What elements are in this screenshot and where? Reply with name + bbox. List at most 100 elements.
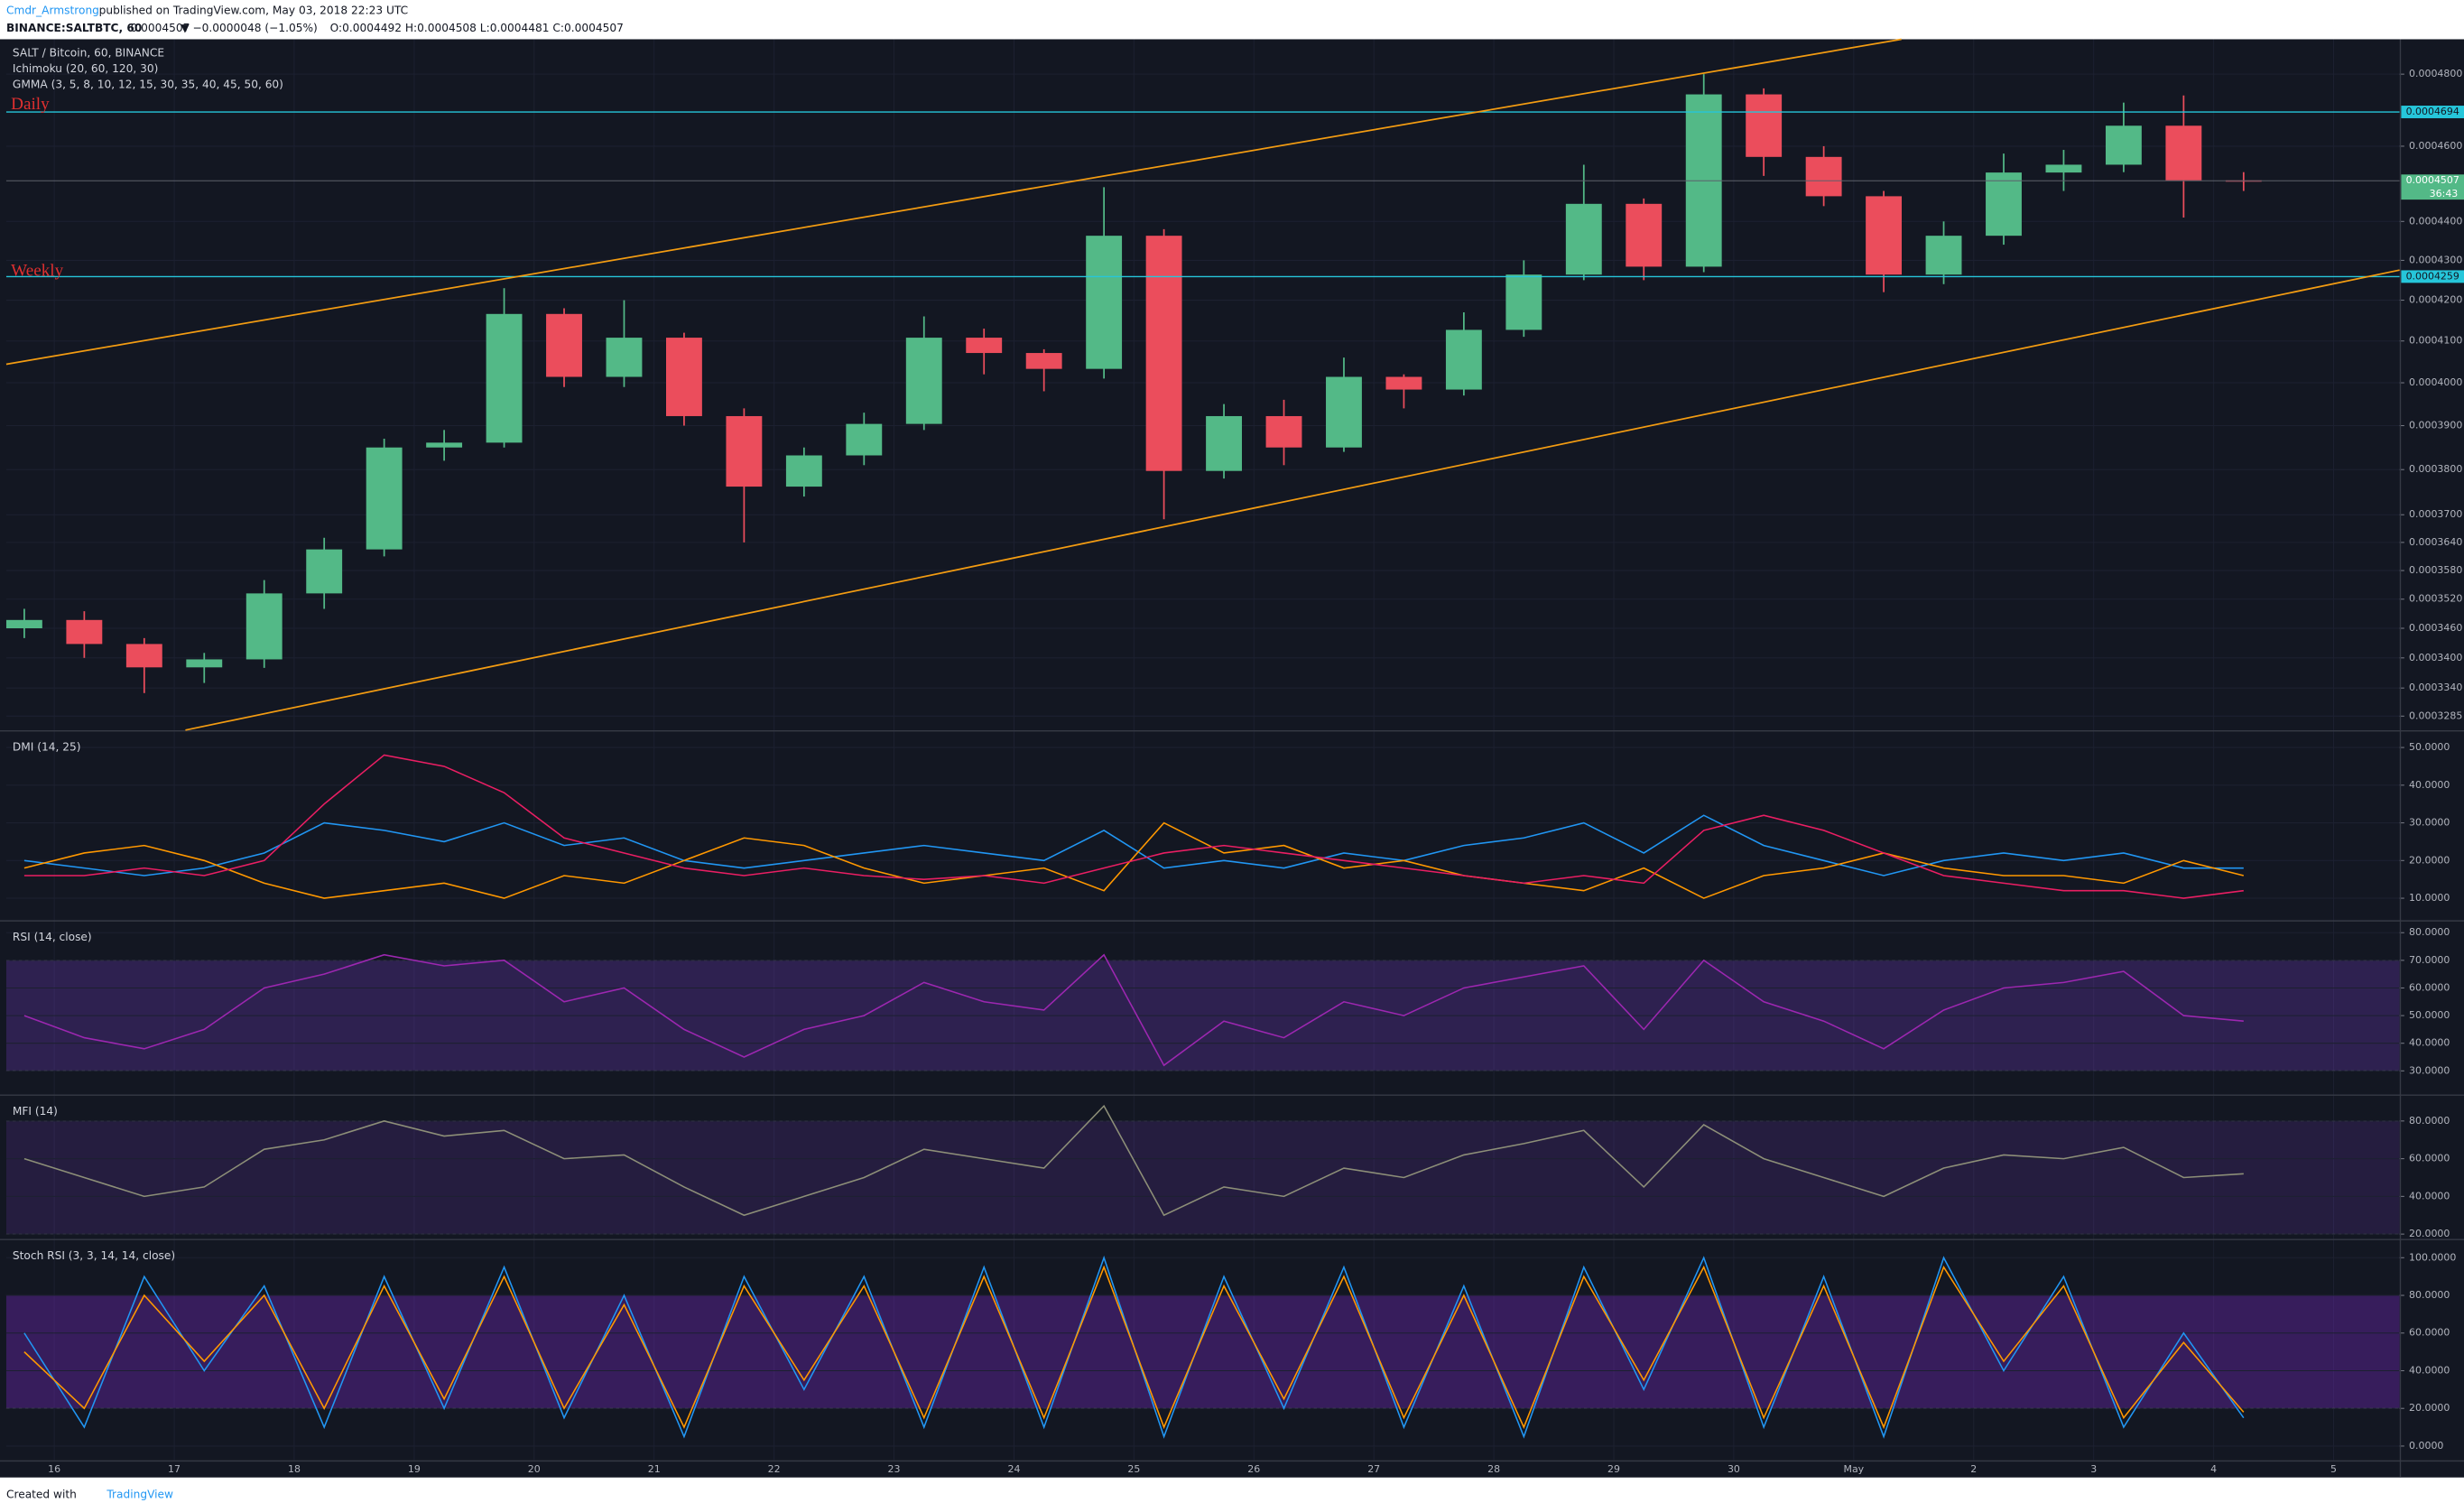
x-tick-label: 20 bbox=[528, 1463, 541, 1475]
y-tick-label: 0.0004100 bbox=[2409, 335, 2462, 347]
x-tick-label: 27 bbox=[1367, 1463, 1380, 1475]
candle-body bbox=[2105, 125, 2142, 165]
candle-body bbox=[1445, 329, 1482, 390]
channel-lower bbox=[185, 269, 2400, 731]
x-tick-label: 28 bbox=[1487, 1463, 1500, 1475]
y-tick-label: 40.0000 bbox=[2409, 1037, 2450, 1049]
candle-body bbox=[1925, 236, 1962, 275]
channel-upper bbox=[5, 38, 1902, 366]
candle-body bbox=[186, 659, 223, 668]
candle-body bbox=[1025, 353, 1062, 369]
candle-body bbox=[486, 313, 523, 443]
panel-title: MFI (14) bbox=[13, 1105, 58, 1118]
y-tick-label: 10.0000 bbox=[2409, 892, 2450, 904]
candle-body bbox=[966, 338, 1003, 354]
x-tick-label: 22 bbox=[768, 1463, 781, 1475]
candle-body bbox=[66, 619, 103, 645]
change: ▼ −0.0000048 (−1.05%) bbox=[181, 22, 318, 34]
x-tick-label: May bbox=[1844, 1463, 1865, 1475]
candle-body bbox=[2045, 164, 2082, 173]
panel-title: DMI (14, 25) bbox=[13, 740, 81, 753]
candle-body bbox=[1385, 376, 1422, 390]
candle-body bbox=[5, 619, 42, 628]
y-tick-label: 40.0000 bbox=[2409, 1190, 2450, 1201]
price: 0.0004507 bbox=[131, 22, 190, 34]
symbol: BINANCE:SALTBTC, 60 bbox=[6, 22, 142, 34]
candle-body bbox=[785, 455, 822, 487]
candle-body bbox=[2165, 125, 2202, 181]
candle-body bbox=[1086, 236, 1123, 369]
candle-body bbox=[1986, 172, 2022, 237]
y-tick-label: 0.0003520 bbox=[2409, 593, 2462, 605]
candle-body bbox=[1866, 196, 1903, 275]
band bbox=[5, 1120, 2400, 1235]
y-tick-label: 40.0000 bbox=[2409, 1364, 2450, 1376]
y-tick-label: 0.0003640 bbox=[2409, 536, 2462, 548]
candle-body bbox=[665, 338, 702, 416]
y-tick-label: 80.0000 bbox=[2409, 926, 2450, 938]
y-tick-label: 80.0000 bbox=[2409, 1289, 2450, 1301]
annotation: Weekly bbox=[11, 261, 63, 280]
candle-body bbox=[426, 442, 463, 448]
x-tick-label: 24 bbox=[1007, 1463, 1020, 1475]
y-tick-label: 0.0003800 bbox=[2409, 463, 2462, 475]
candle-body bbox=[1805, 156, 1842, 197]
y-tick-label: 0.0004000 bbox=[2409, 376, 2462, 388]
series-line bbox=[23, 953, 2244, 1067]
x-tick-label: 18 bbox=[288, 1463, 301, 1475]
y-tick-label: 30.0000 bbox=[2409, 1064, 2450, 1076]
indicator: Ichimoku (20, 60, 120, 30) bbox=[13, 62, 158, 75]
x-tick-label: 21 bbox=[648, 1463, 661, 1475]
chart-title: SALT / Bitcoin, 60, BINANCE bbox=[13, 47, 164, 60]
y-tick-label: 0.0003400 bbox=[2409, 652, 2462, 663]
panel-title: Stoch RSI (3, 3, 14, 14, close) bbox=[13, 1249, 175, 1262]
indicator: GMMA (3, 5, 8, 10, 12, 15, 30, 35, 40, 4… bbox=[13, 78, 283, 90]
plots: 16 17 18 19 20 21 22 23 24 25 26 27 28 29 30 May 2 3 4 50.0… bbox=[0, 39, 2464, 1478]
band bbox=[5, 1295, 2400, 1409]
published: published on TradingView.com, May 03, 20… bbox=[99, 5, 408, 17]
level-label: 0.0004694 bbox=[2406, 106, 2459, 117]
series-line bbox=[23, 814, 2244, 877]
candle-body bbox=[1626, 203, 1663, 267]
candle-body bbox=[306, 549, 343, 594]
candle-body bbox=[1265, 415, 1302, 448]
footer-brand[interactable]: TradingView bbox=[106, 1488, 173, 1500]
candle-body bbox=[1746, 94, 1783, 157]
last-price-tag bbox=[2401, 174, 2464, 200]
x-tick-label: 29 bbox=[1607, 1463, 1620, 1475]
y-tick-label: 40.0000 bbox=[2409, 779, 2450, 791]
author[interactable]: Cmdr_Armstrong bbox=[6, 5, 99, 17]
y-tick-label: 0.0003700 bbox=[2409, 508, 2462, 520]
x-tick-label: 3 bbox=[2090, 1463, 2097, 1475]
x-tick-label: 30 bbox=[1728, 1463, 1740, 1475]
level-tag bbox=[2401, 106, 2464, 118]
y-tick-label: 0.0003580 bbox=[2409, 564, 2462, 576]
y-tick-label: 0.0004800 bbox=[2409, 68, 2462, 79]
panel-title: RSI (14, close) bbox=[13, 931, 92, 943]
x-tick-label: 26 bbox=[1247, 1463, 1260, 1475]
y-tick-label: 70.0000 bbox=[2409, 954, 2450, 966]
y-tick-label: 20.0000 bbox=[2409, 1402, 2450, 1414]
y-tick-label: 60.0000 bbox=[2409, 1153, 2450, 1164]
y-tick-label: 0.0003460 bbox=[2409, 622, 2462, 634]
candle-body bbox=[245, 593, 283, 660]
y-tick-label: 60.0000 bbox=[2409, 1327, 2450, 1339]
candle-body bbox=[366, 447, 403, 550]
series-line bbox=[23, 1104, 2244, 1217]
y-tick-label: 100.0000 bbox=[2409, 1251, 2456, 1263]
candle-body bbox=[125, 644, 162, 668]
candle-body bbox=[726, 415, 763, 487]
countdown: 36:43 bbox=[2430, 188, 2459, 199]
candle-body bbox=[1206, 415, 1242, 471]
candle-body bbox=[1326, 376, 1362, 448]
footer-text: Created with bbox=[6, 1488, 77, 1500]
level-label: 0.0004259 bbox=[2406, 270, 2459, 282]
y-tick-label: 0.0004300 bbox=[2409, 254, 2462, 265]
x-tick-label: 4 bbox=[2210, 1463, 2217, 1475]
candle-body bbox=[546, 313, 582, 377]
y-tick-label: 0.0003285 bbox=[2409, 710, 2462, 721]
x-tick-label: 2 bbox=[1970, 1463, 1977, 1475]
candle-body bbox=[905, 338, 942, 424]
y-tick-label: 20.0000 bbox=[2409, 854, 2450, 866]
